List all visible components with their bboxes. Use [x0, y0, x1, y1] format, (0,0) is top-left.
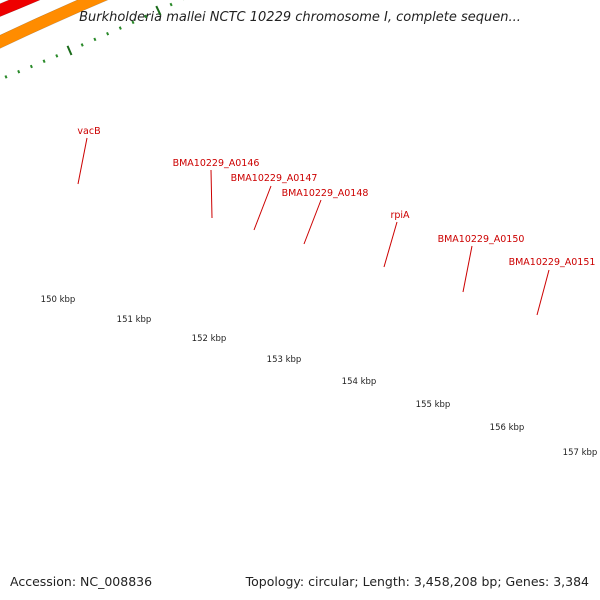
gene-label-vacB: vacB [77, 126, 100, 137]
tick-minor [93, 37, 97, 42]
accession-text: Accession: NC_008836 [10, 574, 153, 589]
gene-label-BMA10229_A0147: BMA10229_A0147 [231, 173, 318, 184]
tick-minor [17, 69, 21, 74]
scale-label: 153 kbp [267, 355, 302, 365]
tick-minor [118, 26, 122, 30]
tick-minor [29, 64, 33, 69]
label-leader-line [383, 221, 398, 268]
outer-tick-ring [4, 0, 185, 79]
scale-label: 151 kbp [117, 315, 152, 325]
tick-major [66, 45, 73, 56]
vacB-gene-outer [0, 0, 109, 49]
tick-minor [4, 75, 8, 79]
scale-label: 155 kbp [416, 400, 451, 410]
gene-label-BMA10229_A0151: BMA10229_A0151 [509, 257, 596, 268]
scale-label: 154 kbp [342, 377, 377, 387]
tick-minor [80, 43, 84, 47]
tick-minor [144, 14, 148, 19]
vacB-gene-cds [0, 0, 41, 17]
label-leader-line [303, 199, 322, 245]
gene-label-BMA10229_A0150: BMA10229_A0150 [438, 234, 525, 245]
scale-label: 156 kbp [490, 423, 525, 433]
gene-label-BMA10229_A0146: BMA10229_A0146 [173, 158, 260, 169]
topology-text: Topology: circular; Length: 3,458,208 bp… [245, 574, 589, 589]
label-leader-line [253, 185, 272, 231]
page-title: Burkholderia mallei NCTC 10229 chromosom… [79, 10, 521, 25]
label-leader-line [462, 245, 473, 293]
tick-minor [55, 54, 59, 58]
label-leader-line [210, 169, 213, 219]
label-leader-line [536, 269, 550, 316]
label-leader-line [77, 137, 88, 185]
tick-minor [106, 31, 110, 36]
tick-minor [169, 2, 173, 7]
scale-label: 150 kbp [41, 295, 76, 305]
scale-label: 152 kbp [192, 334, 227, 344]
gene-label-BMA10229_A0148: BMA10229_A0148 [282, 188, 369, 199]
tick-minor [42, 59, 46, 63]
gene-label-rpiA: rpiA [390, 210, 410, 221]
tick-minor [131, 20, 135, 25]
tick-major [155, 5, 162, 16]
scale-label: 157 kbp [563, 448, 598, 458]
